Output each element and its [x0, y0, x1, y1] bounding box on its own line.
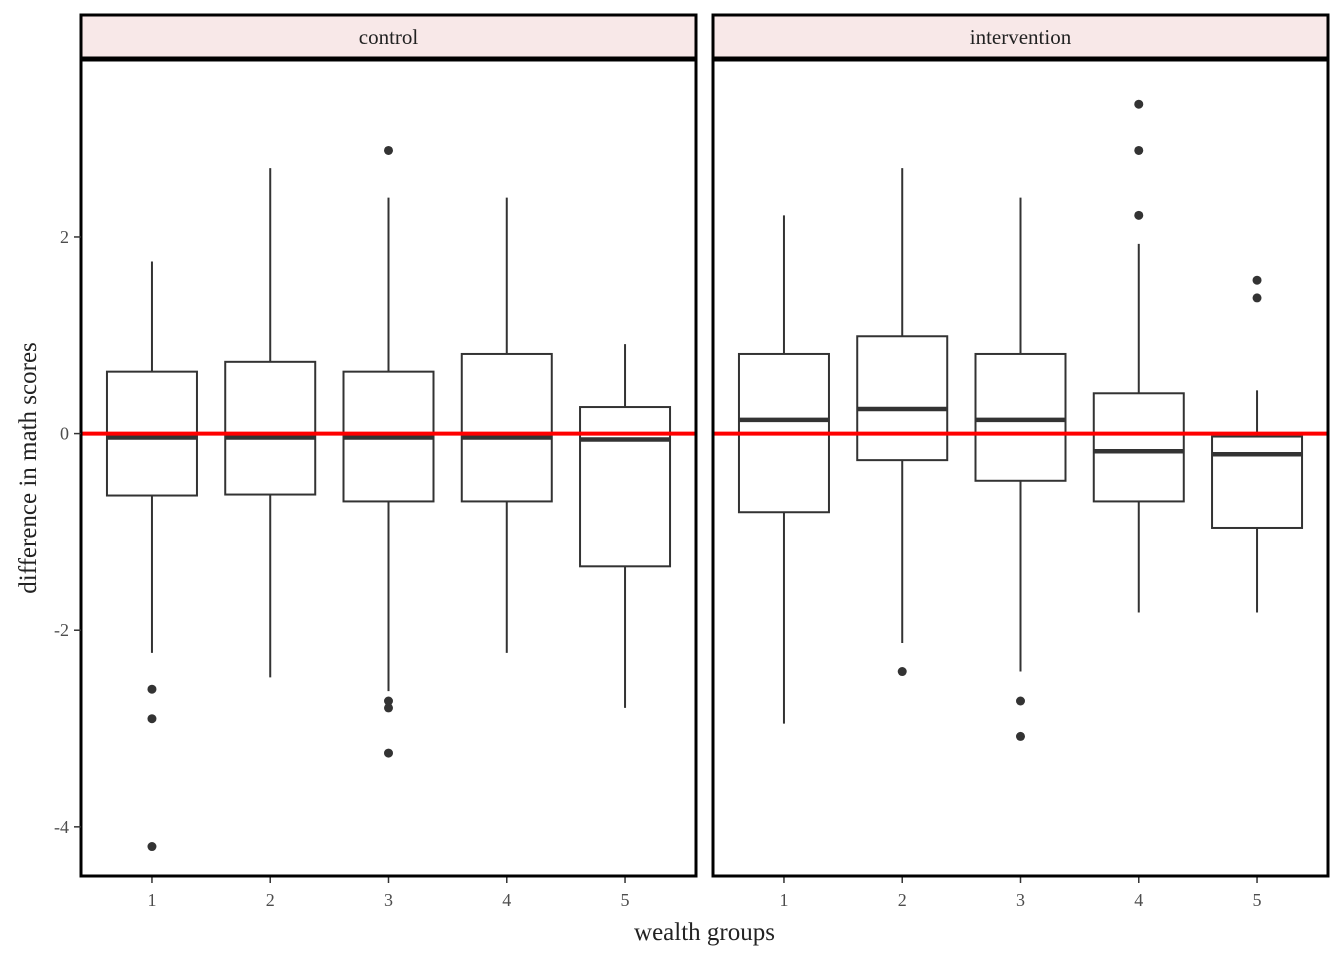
x-tick-label: 4	[502, 890, 511, 910]
x-axis-title: wealth groups	[634, 919, 775, 946]
x-tick-label: 3	[1016, 890, 1025, 910]
outlier-point	[1252, 293, 1262, 303]
box-control-group-4	[460, 197, 553, 653]
x-tick-label: 2	[266, 890, 275, 910]
box-iqr	[460, 352, 553, 503]
x-tick-label: 5	[1253, 890, 1262, 910]
x-tick-label: 3	[384, 890, 393, 910]
panel-control: control 1 2 3 4 5	[79, 13, 698, 910]
box-iqr	[1211, 435, 1304, 529]
box-control-group-3	[342, 145, 435, 758]
box-iqr	[974, 352, 1067, 482]
outlier-point	[384, 703, 393, 713]
x-tick-label: 2	[898, 890, 907, 910]
strip-label-intervention: intervention	[970, 25, 1072, 49]
panel-intervention: intervention 1 2 3 4 5	[711, 13, 1330, 910]
outlier-point	[1134, 99, 1144, 109]
y-tick-label: 2	[60, 227, 69, 247]
box-control-group-2	[224, 168, 317, 678]
box-intervention-group-4	[1092, 99, 1185, 613]
y-tick-label: -4	[54, 817, 69, 837]
outlier-point	[147, 684, 157, 694]
outlier-point	[1016, 731, 1025, 741]
outlier-point	[384, 748, 393, 758]
outlier-point	[384, 145, 393, 155]
outlier-point	[147, 842, 157, 852]
strip-intervention	[711, 13, 1330, 60]
box-intervention-group-3	[974, 197, 1067, 741]
box-intervention-group-2	[856, 168, 949, 677]
y-tick-label: 0	[60, 424, 69, 444]
x-tick-label: 4	[1134, 890, 1143, 910]
x-tick-label: 1	[147, 890, 156, 910]
panel-border	[711, 58, 1330, 878]
outlier-point	[1016, 696, 1025, 706]
outlier-point	[897, 667, 907, 677]
y-axis-title: difference in math scores	[15, 342, 42, 594]
y-tick-label: -2	[54, 620, 69, 640]
outlier-point	[384, 696, 393, 706]
outlier-point	[1134, 145, 1144, 155]
strip-label-control: control	[359, 25, 419, 49]
strip-control	[79, 13, 698, 60]
box-iqr	[1092, 392, 1185, 503]
box-iqr	[856, 335, 949, 462]
x-tick-label: 1	[779, 890, 788, 910]
outlier-point	[1252, 275, 1262, 285]
outlier-point	[147, 714, 157, 724]
panel-border	[79, 58, 698, 878]
box-iqr	[224, 360, 317, 496]
box-iqr	[579, 406, 672, 568]
outlier-point	[1134, 210, 1144, 220]
box-intervention-group-5	[1211, 275, 1304, 613]
x-tick-label: 5	[621, 890, 630, 910]
